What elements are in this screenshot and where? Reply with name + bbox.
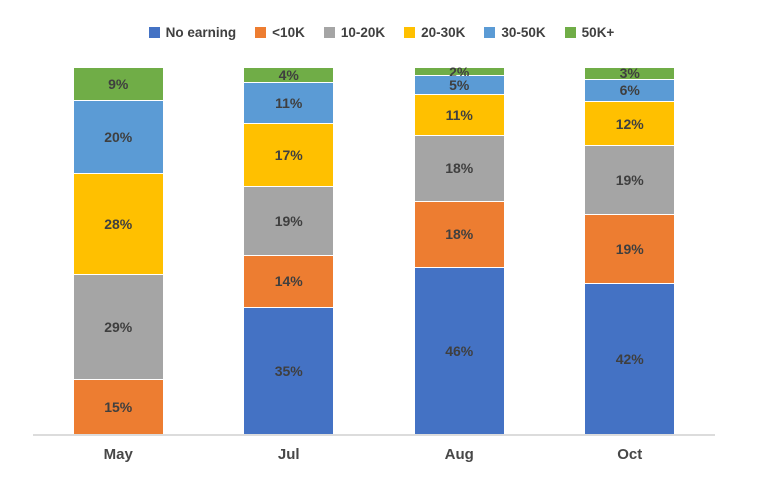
segment-may-10-20k: 29%: [73, 275, 163, 381]
segment-oct-10k: 19%: [585, 214, 675, 284]
segment-label: 2%: [449, 63, 470, 80]
legend-swatch-icon: [484, 27, 496, 38]
segment-oct-50k: 3%: [585, 65, 675, 82]
segment-oct-no-earning: 42%: [585, 283, 675, 434]
segment-label: 19%: [615, 240, 644, 257]
segment-oct-30-50k: 6%: [585, 79, 675, 103]
legend-label: 10-20K: [340, 25, 386, 40]
bar-slot-may: 9% 20% 28% 29% 15%: [33, 68, 204, 434]
legend-label: 20-30K: [421, 25, 466, 40]
legend-swatch-icon: [404, 27, 416, 38]
segment-label: 28%: [104, 216, 133, 233]
segment-label: 29%: [104, 319, 133, 336]
legend-item-20-30k: 20-30K: [404, 25, 465, 40]
segment-jul-10k: 14%: [244, 256, 334, 308]
segment-label: 14%: [274, 273, 303, 290]
legend-label: 30-50K: [501, 25, 546, 40]
segment-label: 4%: [278, 67, 299, 84]
legend-swatch-icon: [323, 27, 335, 38]
segment-label: 20%: [104, 129, 133, 146]
legend-swatch-icon: [564, 27, 576, 38]
segment-jul-no-earning: 35%: [244, 307, 334, 434]
segment-label: 19%: [615, 172, 644, 189]
segment-oct-20-30k: 12%: [585, 102, 675, 147]
categories-row: May Jul Aug Oct: [33, 446, 715, 463]
bar-slot-aug: 2% 5% 11% 18% 18% 46%: [374, 63, 545, 434]
segment-may-30-50k: 20%: [73, 101, 163, 174]
segment-label: 35%: [274, 362, 303, 379]
legend-label: <10K: [272, 25, 305, 40]
segment-jul-50k: 4%: [244, 67, 334, 84]
segment-label: 15%: [104, 399, 133, 416]
segment-label: 42%: [615, 350, 644, 367]
bars-row: 9% 20% 28% 29% 15% 4% 11% 17% 19% 14% 35% 2% 5% 11% 18…: [33, 63, 716, 434]
segment-jul-10-20k: 19%: [244, 186, 334, 257]
legend-item-no-earning: No earning: [148, 25, 237, 40]
segment-aug-20-30k: 11%: [414, 95, 504, 136]
segment-aug-10k: 18%: [414, 201, 504, 268]
bar-slot-oct: 3% 6% 12% 19% 19% 42%: [545, 65, 716, 434]
legend-item-30-50k: 30-50K: [484, 25, 546, 40]
bar-aug: 2% 5% 11% 18% 18% 46%: [414, 63, 504, 434]
segment-label: 11%: [275, 95, 303, 112]
bar-oct: 3% 6% 12% 19% 19% 42%: [585, 65, 675, 434]
bar-slot-jul: 4% 11% 17% 19% 14% 35%: [204, 68, 375, 434]
segment-label: 12%: [615, 115, 644, 132]
legend-item-10-20k: 10-20K: [323, 25, 386, 40]
legend-swatch-icon: [148, 27, 160, 38]
segment-jul-20-30k: 17%: [244, 124, 334, 187]
segment-label: 46%: [445, 342, 474, 359]
segment-jul-30-50k: 11%: [244, 83, 334, 125]
bar-may: 9% 20% 28% 29% 15%: [73, 68, 163, 434]
segment-label: 18%: [445, 226, 474, 243]
segment-oct-10-20k: 19%: [585, 146, 675, 215]
segment-label: 11%: [445, 107, 473, 124]
category-label-jul: Jul: [277, 446, 300, 463]
category-label-aug: Aug: [444, 446, 474, 463]
segment-label: 6%: [619, 82, 640, 99]
segment-may-20-30k: 28%: [73, 173, 163, 276]
legend-label: No earning: [165, 25, 237, 40]
legend: No earning <10K 10-20K 20-30K 30-50K 50K+: [0, 25, 763, 40]
segment-label: 17%: [274, 146, 303, 163]
segment-label: 19%: [274, 212, 303, 229]
segment-aug-10-20k: 18%: [414, 135, 504, 202]
segment-aug-30-50k: 5%: [414, 76, 504, 96]
segment-aug-no-earning: 46%: [414, 267, 504, 434]
legend-swatch-icon: [255, 27, 267, 38]
x-axis-line: [33, 434, 715, 436]
segment-label: 3%: [619, 65, 640, 82]
segment-may-10k: 15%: [73, 380, 163, 434]
legend-item-50k: 50K+: [564, 25, 615, 40]
plot-area: 9% 20% 28% 29% 15% 4% 11% 17% 19% 14% 35% 2% 5% 11% 18…: [33, 63, 716, 436]
bar-jul: 4% 11% 17% 19% 14% 35%: [244, 67, 334, 434]
category-label-oct: Oct: [617, 446, 643, 463]
segment-label: 9%: [108, 76, 129, 93]
segment-aug-50k: 2%: [414, 63, 504, 80]
legend-label: 50K+: [581, 25, 615, 40]
legend-item-10k: <10K: [255, 25, 305, 40]
category-label-may: May: [103, 446, 133, 463]
segment-may-50k: 9%: [73, 68, 163, 102]
segment-label: 18%: [445, 160, 474, 177]
segment-label: 5%: [449, 77, 470, 94]
